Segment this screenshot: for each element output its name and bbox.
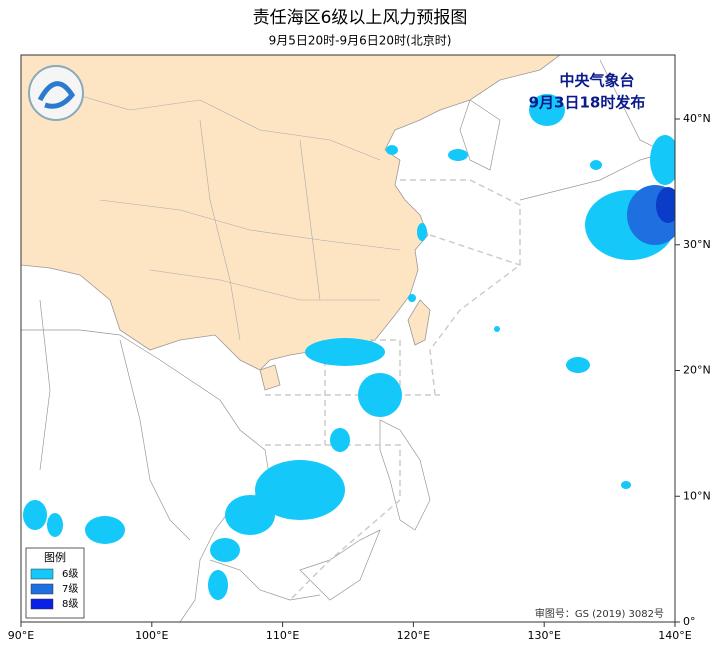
x-tick-label: 110°E	[266, 629, 299, 642]
x-tick-label: 120°E	[397, 629, 430, 642]
x-tick-label: 140°E	[658, 629, 691, 642]
legend-label: 8级	[62, 598, 78, 610]
legend-title: 图例	[44, 550, 66, 564]
issuer-time: 9月3日18时发布	[529, 94, 646, 112]
x-tick-label: 100°E	[135, 629, 168, 642]
title: 责任海区6级以上风力预报图	[253, 8, 468, 28]
legend-label: 7级	[62, 583, 78, 595]
x-tick-label: 130°E	[527, 629, 560, 642]
subtitle: 9月5日20时-9月6日20时(北京时)	[269, 34, 452, 48]
ticks: 90°E 100°E 110°E 120°E 130°E 140°E0° 10°N 20°N 3…	[8, 112, 711, 642]
y-tick-label: 20°N	[683, 364, 711, 377]
legend-swatch	[30, 583, 54, 595]
wind-6	[23, 94, 675, 600]
y-tick-label: 40°N	[683, 112, 711, 125]
x-tick-label: 90°E	[8, 629, 34, 642]
y-tick-label: 10°N	[683, 489, 711, 502]
map-area	[21, 55, 675, 622]
legend-swatch	[30, 598, 54, 610]
issuer-name: 中央气象台	[559, 72, 634, 90]
y-tick-label: 30°N	[683, 238, 711, 251]
legend-label: 6级	[62, 568, 78, 580]
approval: 审图号：GS (2019) 3082号	[535, 607, 664, 620]
legend-swatch	[30, 568, 54, 580]
y-tick-label: 0°	[683, 615, 696, 628]
legend: 图例 6级 7级 8级	[25, 547, 85, 619]
